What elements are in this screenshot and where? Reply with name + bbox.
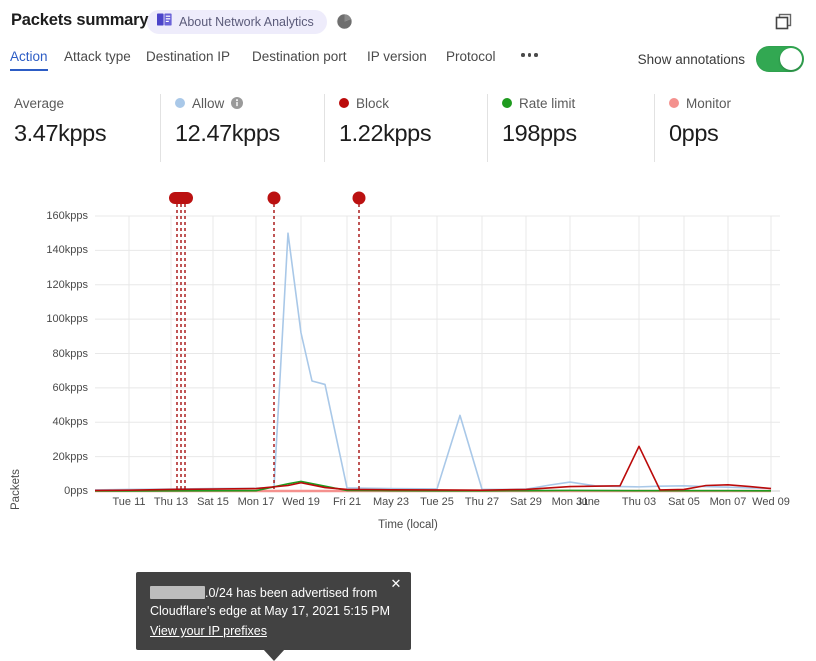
view-ip-prefixes-link[interactable]: View your IP prefixes [150, 624, 267, 638]
stat-monitor-value: 0pps [669, 120, 719, 146]
series-line-block [94, 445, 772, 492]
ellipsis-icon[interactable] [521, 53, 538, 57]
show-annotations-label: Show annotations [637, 51, 745, 67]
page-header: Packets summary About Network Analytics [0, 0, 816, 42]
y-tick-label: 120kpps [46, 278, 88, 291]
x-axis-ticks: Tue 11 Thu 13 Sat 15 Mon 17 Wed 19 Fri 21 May … [0, 496, 816, 516]
stat-average-value: 3.47kpps [14, 120, 107, 146]
stat-rate-limit-value: 198pps [502, 120, 577, 146]
x-tick-label: Sat 15 [197, 496, 229, 508]
page-title: Packets summary [11, 11, 149, 29]
x-tick-label: Wed 19 [282, 496, 320, 508]
y-tick-label: 140kpps [46, 244, 88, 257]
tab-bar: Action Attack type Destination IP Destin… [0, 46, 816, 79]
annotation-marker[interactable] [352, 191, 366, 205]
duplicate-window-icon[interactable] [774, 12, 794, 37]
tab-protocol[interactable]: Protocol [446, 49, 496, 64]
y-tick-label: 100kpps [46, 313, 88, 326]
x-tick-label: May 23 [372, 496, 410, 508]
info-icon[interactable] [231, 97, 244, 109]
x-tick-label: Tue 25 [420, 496, 454, 508]
y-tick-label: 80kpps [52, 347, 88, 360]
stat-average-label: Average [14, 95, 65, 111]
tab-ip-version[interactable]: IP version [367, 49, 427, 64]
x-axis-label: Time (local) [378, 519, 438, 531]
tooltip-arrow [262, 649, 285, 661]
annotation-marker[interactable] [169, 192, 193, 204]
tab-action[interactable]: Action [10, 49, 48, 71]
x-tick-label: Tue 11 [112, 496, 146, 508]
x-tick-label: June [576, 496, 600, 508]
tab-destination-ip[interactable]: Destination IP [146, 49, 231, 64]
series-line-allow [94, 232, 772, 491]
x-tick-label: Sat 29 [510, 496, 542, 508]
x-tick-label: Fri 21 [332, 496, 362, 508]
tooltip-line-1: .0/24 has been advertised from [150, 584, 397, 602]
x-tick-label: Sat 05 [668, 496, 700, 508]
stat-allow-label: Allow [192, 95, 225, 111]
about-network-analytics-pill[interactable]: About Network Analytics [147, 10, 327, 34]
book-icon [157, 13, 172, 31]
show-annotations-control: Show annotations [638, 46, 804, 72]
x-tick-label: Mon 31 [551, 496, 589, 508]
stat-monitor-label: Monitor [686, 95, 732, 111]
y-tick-label: 160kpps [46, 210, 88, 222]
annotation-marker[interactable] [267, 191, 281, 205]
annotation-tooltip: ✕ .0/24 has been advertised from Cloudfl… [136, 572, 411, 661]
y-tick-label: 0pps [64, 485, 88, 497]
y-tick-label: 60kpps [52, 381, 88, 394]
x-tick-label: Thu 13 [153, 496, 189, 508]
redacted-ip-prefix [150, 586, 205, 599]
close-icon[interactable]: ✕ [390, 576, 402, 591]
stat-block-value: 1.22kpps [339, 120, 432, 146]
monitor-color-dot [669, 98, 679, 108]
tab-attack-type[interactable]: Attack type [64, 49, 131, 64]
x-tick-label: Mon 17 [237, 496, 275, 508]
x-tick-label: Mon 07 [709, 496, 747, 508]
about-pill-label: About Network Analytics [179, 15, 314, 29]
y-tick-label: 40kpps [52, 416, 88, 429]
stat-block-label: Block [356, 95, 390, 111]
stat-average: Average 3.47kpps [0, 94, 160, 162]
x-tick-label: Wed 09 [752, 496, 790, 508]
tooltip-line-1-suffix: .0/24 has been advertised from [205, 586, 378, 600]
x-tick-label: Thu 27 [464, 496, 500, 508]
stats-row: Average 3.47kpps Allow 12.47kpps Block 1… [0, 94, 816, 162]
series-line-rate-limit [94, 480, 772, 492]
stat-rate-limit-label: Rate limit [519, 95, 576, 111]
chart-plot[interactable] [0, 180, 816, 510]
y-axis-ticks: 0pps 20kpps 40kpps 60kpps 80kpps 100kpps 120kp… [0, 180, 88, 510]
stat-block: Block 1.22kpps [324, 94, 487, 162]
show-annotations-toggle[interactable] [756, 46, 804, 72]
allow-color-dot [175, 98, 185, 108]
stat-allow-value: 12.47kpps [175, 120, 280, 146]
toggle-knob [780, 48, 802, 70]
tab-destination-port[interactable]: Destination port [252, 49, 347, 64]
stat-allow: Allow 12.47kpps [160, 94, 324, 162]
packets-chart: Packets Time (local) 0pps 20kpps 40kpps 60k… [0, 180, 816, 661]
rate-limit-color-dot [502, 98, 512, 108]
pie-loading-icon[interactable] [336, 13, 353, 30]
x-tick-label: Thu 03 [621, 496, 657, 508]
block-color-dot [339, 98, 349, 108]
stat-rate-limit: Rate limit 198pps [487, 94, 654, 162]
tooltip-line-2: Cloudflare's edge at May 17, 2021 5:15 P… [150, 604, 391, 618]
stat-monitor: Monitor 0pps [654, 94, 816, 162]
y-tick-label: 20kpps [52, 450, 88, 463]
